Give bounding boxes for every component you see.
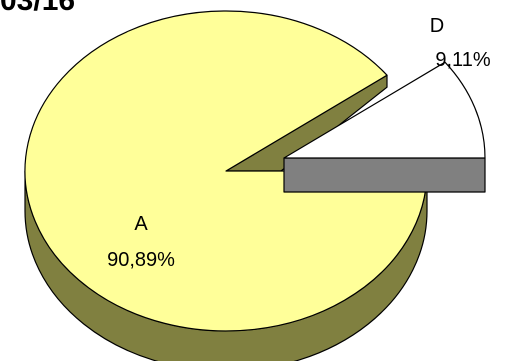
slice-d-side (283, 157, 486, 193)
slice-a-name-label: A (134, 213, 148, 235)
slice-a-value-label: 90,89% (107, 249, 175, 271)
slice-a-group: A 90,89% (24, 10, 428, 361)
chart-title: 03/16 (0, 0, 76, 17)
slice-d-value-label: 9,11% (435, 49, 490, 71)
slice-d-top (283, 61, 486, 159)
slice-d-name-label: D (430, 15, 444, 37)
slice-d-group: D 9,11% (283, 15, 491, 193)
slice-a-top (24, 10, 428, 332)
